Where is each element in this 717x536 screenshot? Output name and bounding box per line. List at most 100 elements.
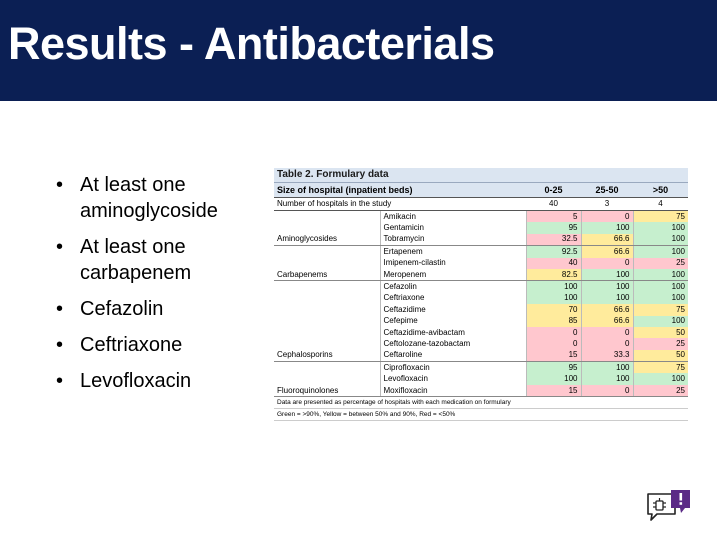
value-cell-0-25: 40 [526, 257, 582, 269]
bullet-item: Ceftriaxone [56, 332, 256, 358]
value-cell-over-50: 25 [633, 384, 689, 398]
medication-cell: Amikacin [380, 210, 527, 223]
drug-class-cell: Carbapenems [274, 268, 381, 282]
hospital-count-over-50: 4 [633, 197, 689, 211]
value-cell-25-50: 0 [581, 257, 634, 269]
medication-cell: Cefazolin [380, 280, 527, 293]
drug-class-cell [274, 245, 381, 258]
drug-class-cell [274, 315, 381, 327]
drug-class-cell [274, 222, 381, 234]
value-cell-over-50: 100 [633, 315, 689, 327]
drug-class-cell [274, 292, 381, 305]
table-row: Cefepime 85 66.6 100 [274, 315, 689, 327]
value-cell-25-50: 66.6 [581, 245, 634, 258]
table-row: Fluoroquinolones Moxifloxacin 15 0 25 [274, 384, 689, 398]
table-row: Ceftazidime-avibactam 0 0 50 [274, 326, 689, 339]
medication-cell: Ciprofloxacin [380, 361, 527, 374]
header-col-0-25: 0-25 [526, 182, 581, 198]
value-cell-0-25: 5 [526, 210, 582, 223]
drug-class-cell [274, 257, 381, 269]
value-cell-25-50: 100 [581, 222, 634, 234]
table-note-row: Data are presented as percentage of hosp… [274, 396, 689, 410]
value-cell-over-50: 75 [633, 210, 689, 223]
table-note: Data are presented as percentage of hosp… [274, 396, 689, 410]
table-row: Gentamicin 95 100 100 [274, 222, 689, 234]
medication-cell: Ceftriaxone [380, 292, 527, 305]
value-cell-0-25: 82.5 [526, 268, 582, 282]
bullet-item: Cefazolin [56, 296, 256, 322]
value-cell-over-50: 75 [633, 304, 689, 316]
alert-icon [671, 490, 690, 513]
medication-cell: Gentamicin [380, 222, 527, 234]
drug-class-cell [274, 361, 381, 374]
medication-cell: Ceftolozane-tazobactam [380, 338, 527, 350]
value-cell-0-25: 0 [526, 338, 582, 350]
value-cell-25-50: 0 [581, 338, 634, 350]
bullet-item: At least one carbapenem [56, 234, 256, 286]
value-cell-0-25: 95 [526, 361, 582, 374]
value-cell-0-25: 70 [526, 304, 582, 316]
value-cell-0-25: 0 [526, 326, 582, 339]
hospital-count-25-50: 3 [581, 197, 633, 211]
medication-cell: Ceftazidime-avibactam [380, 326, 527, 339]
table-note-row: Green = >90%, Yellow = between 50% and 9… [274, 408, 689, 422]
hospital-count-0-25: 40 [526, 197, 581, 211]
drug-class-cell: Cephalosporins [274, 349, 381, 363]
value-cell-25-50: 0 [581, 210, 634, 223]
value-cell-25-50: 0 [581, 384, 634, 398]
medication-cell: Imipenem-cilastin [380, 257, 527, 269]
bullet-list: At least one aminoglycoside At least one… [56, 172, 256, 404]
table-row: Ertapenem 92.5 66.6 100 [274, 245, 689, 258]
value-cell-over-50: 25 [633, 338, 689, 350]
table-row: Cephalosporins Ceftaroline 15 33.3 50 [274, 349, 689, 363]
table-row: Carbapenems Meropenem 82.5 100 100 [274, 268, 689, 282]
medication-cell: Ertapenem [380, 245, 527, 258]
value-cell-25-50: 0 [581, 326, 634, 339]
value-cell-over-50: 100 [633, 280, 689, 293]
drug-class-cell [274, 338, 381, 350]
value-cell-25-50: 66.6 [581, 304, 634, 316]
value-cell-25-50: 33.3 [581, 349, 634, 363]
value-cell-over-50: 25 [633, 257, 689, 269]
drug-class-cell [274, 210, 381, 223]
chat-bubble-icon [647, 490, 690, 521]
value-cell-over-50: 100 [633, 268, 689, 282]
value-cell-25-50: 66.6 [581, 315, 634, 327]
bullet-item: At least one aminoglycoside [56, 172, 256, 224]
value-cell-over-50: 75 [633, 361, 689, 374]
medication-cell: Cefepime [380, 315, 527, 327]
drug-class-cell [274, 304, 381, 316]
drug-class-cell [274, 373, 381, 385]
value-cell-0-25: 100 [526, 373, 582, 385]
header-col-25-50: 25-50 [581, 182, 633, 198]
value-cell-over-50: 50 [633, 326, 689, 339]
table-row: Ceftriaxone 100 100 100 [274, 292, 689, 305]
value-cell-25-50: 100 [581, 373, 634, 385]
title-bar: Results - Antibacterials [0, 0, 717, 101]
medication-cell: Tobramycin [380, 233, 527, 247]
formulary-table-container: Table 2. Formulary data Size of hospital… [274, 168, 689, 422]
table-row: Levofloxacin 100 100 100 [274, 373, 689, 385]
value-cell-25-50: 100 [581, 292, 634, 305]
drug-class-cell [274, 326, 381, 339]
value-cell-over-50: 100 [633, 245, 689, 258]
medication-cell: Levofloxacin [380, 373, 527, 385]
value-cell-over-50: 50 [633, 349, 689, 363]
value-cell-25-50: 100 [581, 268, 634, 282]
hospital-count-row: Number of hospitals in the study 40 3 4 [274, 197, 689, 211]
value-cell-over-50: 100 [633, 233, 689, 247]
value-cell-over-50: 100 [633, 222, 689, 234]
value-cell-0-25: 100 [526, 292, 582, 305]
header-label: Size of hospital (inpatient beds) [274, 182, 526, 198]
value-cell-over-50: 100 [633, 292, 689, 305]
value-cell-0-25: 15 [526, 349, 582, 363]
slide-title-text: Results - Antibacterials [8, 18, 495, 69]
drug-class-cell: Aminoglycosides [274, 233, 381, 247]
bullet-item: Levofloxacin [56, 368, 256, 394]
table-row: Imipenem-cilastin 40 0 25 [274, 257, 689, 269]
header-col-over-50: >50 [633, 182, 689, 198]
medication-cell: Moxifloxacin [380, 384, 527, 398]
formulary-table: Table 2. Formulary data Size of hospital… [274, 168, 689, 422]
table-row: Ciprofloxacin 95 100 75 [274, 361, 689, 374]
hospital-count-label: Number of hospitals in the study [274, 197, 526, 211]
